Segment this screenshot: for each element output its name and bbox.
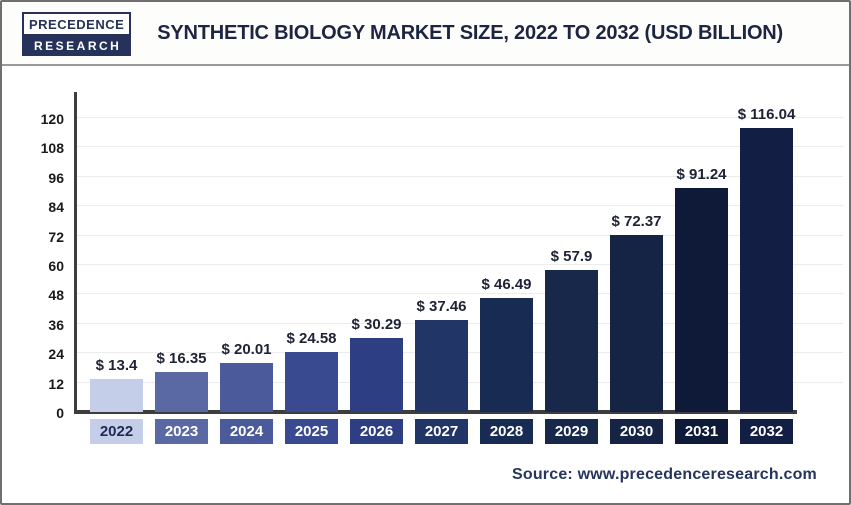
header-divider bbox=[2, 64, 849, 66]
bar-value-label-2028: $ 46.49 bbox=[481, 276, 532, 294]
logo-line2: RESEARCH bbox=[22, 36, 132, 56]
bar-column-2023: $ 16.35 bbox=[155, 350, 208, 412]
x-axis-badge-2024: 2024 bbox=[220, 419, 273, 444]
y-tick-label-84: 84 bbox=[48, 199, 64, 216]
x-axis-badge-2029: 2029 bbox=[545, 419, 598, 444]
bar-value-label-2030: $ 72.37 bbox=[611, 212, 662, 230]
bar-column-2032: $ 116.04 bbox=[737, 105, 796, 412]
precedence-research-logo: PRECEDENCE RESEARCH bbox=[22, 12, 132, 56]
gridline-60 bbox=[74, 264, 843, 265]
gridline-120 bbox=[74, 117, 843, 118]
bar-value-label-2023: $ 16.35 bbox=[156, 349, 207, 367]
source-attribution: Source: www.precedenceresearch.com bbox=[511, 466, 817, 483]
y-tick-label-24: 24 bbox=[48, 346, 64, 363]
x-axis-badge-2025: 2025 bbox=[285, 419, 338, 444]
gridline-48 bbox=[74, 293, 843, 295]
bar-2022 bbox=[90, 379, 143, 412]
y-tick-label-72: 72 bbox=[48, 228, 64, 245]
y-tick-label-96: 96 bbox=[48, 169, 64, 186]
header: PRECEDENCE RESEARCH SYNTHETIC BIOLOGY MA… bbox=[2, 2, 849, 64]
bar-value-label-2022: $ 13.4 bbox=[95, 357, 138, 375]
bar-2028 bbox=[480, 298, 533, 412]
bar-column-2022: $ 13.4 bbox=[90, 357, 143, 412]
gridline-96 bbox=[74, 175, 843, 177]
x-axis-badge-2030: 2030 bbox=[610, 419, 663, 444]
bar-2024 bbox=[220, 362, 273, 412]
bar-column-2029: $ 57.9 bbox=[545, 248, 598, 412]
bar-2025 bbox=[285, 351, 338, 412]
bar-2023 bbox=[155, 371, 208, 412]
bar-2031 bbox=[675, 188, 728, 412]
x-axis-badge-2032: 2032 bbox=[740, 419, 793, 444]
gridline-84 bbox=[74, 205, 843, 207]
bar-2026 bbox=[350, 337, 403, 412]
x-axis-badge-2028: 2028 bbox=[480, 419, 533, 444]
x-axis-badge-2022: 2022 bbox=[90, 419, 143, 444]
y-tick-label-60: 60 bbox=[48, 258, 64, 274]
bar-value-label-2027: $ 37.46 bbox=[416, 298, 467, 316]
y-axis-line bbox=[74, 92, 77, 412]
bar-2029 bbox=[545, 270, 598, 412]
bar-2030 bbox=[610, 234, 663, 412]
gridline-72 bbox=[74, 234, 843, 236]
x-axis-badge-2027: 2027 bbox=[415, 419, 468, 444]
y-tick-label-48: 48 bbox=[48, 287, 64, 304]
y-tick-label-0: 0 bbox=[56, 405, 64, 421]
y-tick-label-36: 36 bbox=[48, 316, 64, 333]
x-axis-badge-2026: 2026 bbox=[350, 419, 403, 444]
bar-column-2031: $ 91.24 bbox=[675, 166, 728, 412]
y-tick-label-108: 108 bbox=[40, 140, 64, 157]
bar-2032 bbox=[740, 127, 793, 412]
bar-column-2026: $ 30.29 bbox=[350, 316, 403, 412]
bars-row: $ 13.4 $ 16.35 $ 20.01 $ 24.58 $ 30.29 $ 37.4… bbox=[74, 106, 843, 412]
bar-column-2025: $ 24.58 bbox=[285, 330, 338, 412]
bar-value-label-2031: $ 91.24 bbox=[676, 166, 727, 184]
plot-area: $ 13.4 $ 16.35 $ 20.01 $ 24.58 $ 30.29 $ 37.4… bbox=[74, 82, 843, 414]
x-axis-badge-2023: 2023 bbox=[155, 419, 208, 444]
bar-column-2024: $ 20.01 bbox=[220, 341, 273, 412]
bar-value-label-2032: $ 116.04 bbox=[737, 105, 796, 123]
x-axis-badges-row: 2022 2023 2024 2025 2026 2027 2028 2029 2030 2031… bbox=[90, 419, 849, 444]
bar-column-2028: $ 46.49 bbox=[480, 276, 533, 412]
chart-area: 0 12 24 36 48 60 72 84 96 108 120 $ 13.4 $ 16.35 $ 2… bbox=[2, 82, 849, 421]
y-axis-labels: 0 12 24 36 48 60 72 84 96 108 120 bbox=[2, 82, 74, 421]
bar-value-label-2026: $ 30.29 bbox=[351, 315, 402, 333]
bar-value-label-2029: $ 57.9 bbox=[550, 248, 593, 266]
gridline-108 bbox=[74, 146, 843, 148]
logo-line1: PRECEDENCE bbox=[22, 12, 132, 36]
bar-2027 bbox=[415, 320, 468, 412]
y-tick-label-12: 12 bbox=[48, 375, 64, 392]
bar-value-label-2025: $ 24.58 bbox=[286, 329, 337, 347]
bar-column-2030: $ 72.37 bbox=[610, 213, 663, 412]
chart-title: SYNTHETIC BIOLOGY MARKET SIZE, 2022 TO 2… bbox=[157, 21, 784, 44]
y-tick-label-120: 120 bbox=[40, 111, 64, 127]
chart-section: 0 12 24 36 48 60 72 84 96 108 120 $ 13.4 $ 16.35 $ 2… bbox=[2, 66, 849, 503]
bar-column-2027: $ 37.46 bbox=[415, 298, 468, 412]
bar-value-label-2024: $ 20.01 bbox=[221, 340, 272, 358]
x-axis-badge-2031: 2031 bbox=[675, 419, 728, 444]
x-axis-line bbox=[74, 410, 797, 414]
